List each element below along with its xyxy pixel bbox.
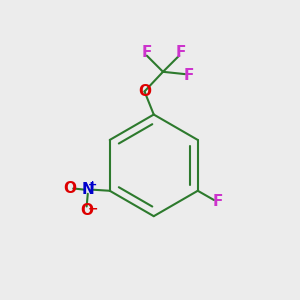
Text: −: − (88, 202, 98, 215)
Text: O: O (138, 84, 151, 99)
Text: +: + (88, 180, 98, 190)
Text: F: F (175, 45, 185, 60)
Text: F: F (183, 68, 194, 83)
Text: O: O (80, 203, 93, 218)
Text: F: F (142, 45, 152, 60)
Text: F: F (213, 194, 223, 209)
Text: O: O (63, 181, 76, 196)
Text: N: N (81, 182, 94, 197)
